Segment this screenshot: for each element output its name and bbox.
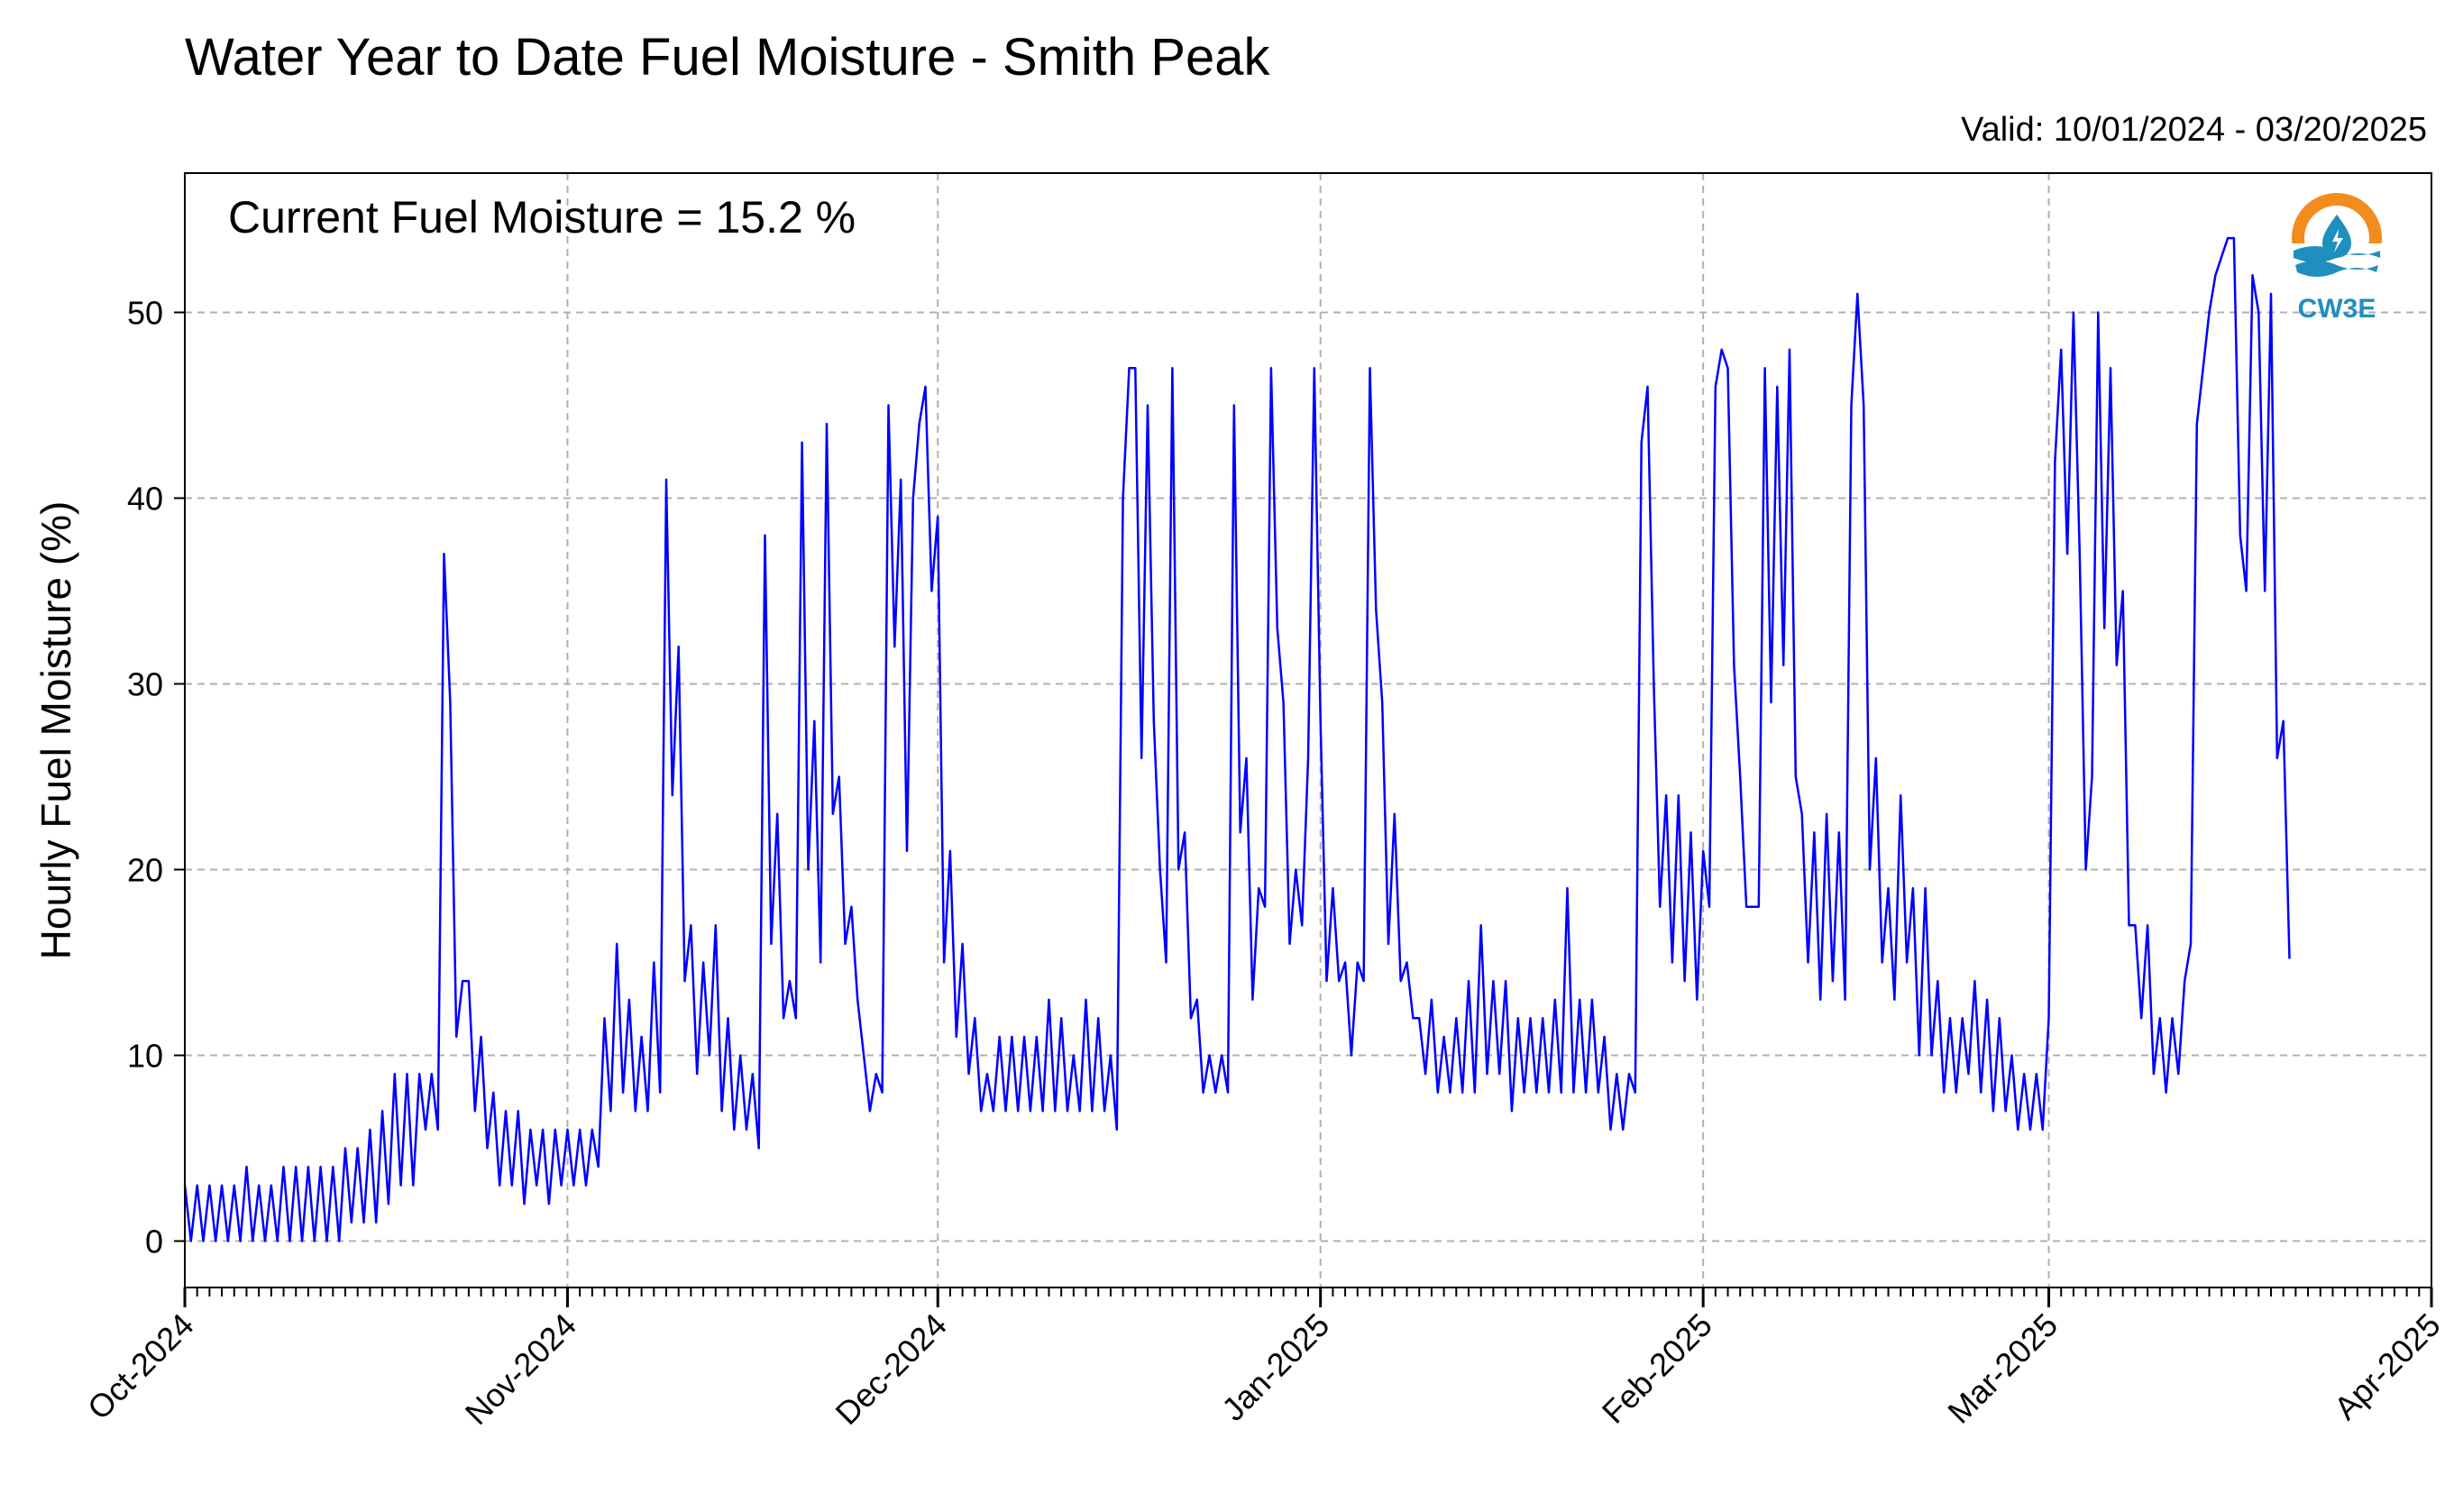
y-tick-label: 50 <box>127 295 163 332</box>
x-tick-label: Apr-2025 <box>2327 1306 2448 1427</box>
x-tick-label: Jan-2025 <box>1214 1306 1336 1428</box>
y-tick-label: 10 <box>127 1038 163 1075</box>
y-tick-label: 20 <box>127 852 163 889</box>
valid-date-range: Valid: 10/01/2024 - 03/20/2025 <box>1961 111 2427 149</box>
fuel-moisture-series-line <box>183 236 2291 1242</box>
x-tick-label: Feb-2025 <box>1595 1306 1719 1431</box>
logo-text: CW3E <box>2298 294 2376 324</box>
axes: 0 10 20 30 40 50 Oct-2024 Nov-2024 Dec-2024 Jan-2… <box>80 295 2448 1433</box>
y-tick-label: 30 <box>127 666 163 703</box>
y-axis-title: Hourly Fuel Moisture (%) <box>32 501 79 960</box>
x-tick-label: Dec-2024 <box>829 1306 954 1432</box>
current-fuel-moisture-annotation: Current Fuel Moisture = 15.2 % <box>228 192 856 243</box>
x-tick-label: Nov-2024 <box>458 1306 583 1432</box>
y-tick-label: 0 <box>145 1223 163 1260</box>
water-drop-sun-icon <box>2292 193 2382 283</box>
cw3e-logo: CW3E <box>2292 193 2382 324</box>
series-layer <box>183 236 2291 1242</box>
x-tick-label: Oct-2024 <box>80 1306 201 1427</box>
chart-title: Water Year to Date Fuel Moisture - Smith… <box>185 28 1270 87</box>
y-tick-label: 40 <box>127 481 163 518</box>
x-tick-label: Mar-2025 <box>1940 1306 2065 1431</box>
